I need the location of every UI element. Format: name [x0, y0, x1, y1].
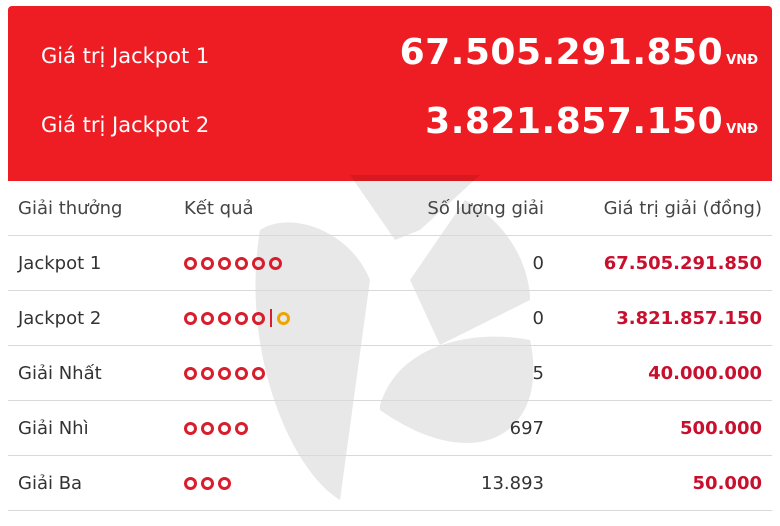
table-row: Giải Nhì 697 500.000 — [8, 400, 772, 456]
header-prize: Giải thưởng — [8, 181, 184, 236]
jackpot-2-value: 3.821.857.150 VNĐ — [425, 101, 758, 142]
table-row: Giải Nhất 5 40.000.000 — [8, 345, 772, 401]
red-ball-icon — [252, 256, 265, 270]
jackpot-2-row: Giá trị Jackpot 2 3.821.857.150 VNĐ — [8, 93, 772, 153]
prize-name: Giải Nhì — [8, 400, 184, 456]
table-row: Jackpot 2 0 3.821.857.150 — [8, 290, 772, 346]
jackpot-2-label: Giá trị Jackpot 2 — [41, 113, 210, 137]
prize-name: Giải Nhất — [8, 345, 184, 401]
prize-name: Jackpot 1 — [8, 235, 184, 291]
prize-name: Giải Ba — [8, 455, 184, 511]
table-header-row: Giải thưởng Kết quả Số lượng giải Giá tr… — [8, 181, 772, 236]
prize-count: 697 — [379, 400, 544, 456]
prize-value: 67.505.291.850 — [544, 235, 772, 291]
red-ball-icon — [235, 256, 248, 270]
jackpot-1-unit: VNĐ — [726, 53, 758, 68]
header-result: Kết quả — [184, 181, 379, 236]
prize-value: 3.821.857.150 — [544, 290, 772, 346]
jackpot-1-amount: 67.505.291.850 — [399, 32, 724, 73]
red-ball-icon — [201, 256, 214, 270]
red-ball-icon — [184, 256, 197, 270]
red-ball-icon — [252, 311, 265, 325]
header-count: Số lượng giải — [379, 181, 544, 236]
red-ball-icon — [201, 421, 214, 435]
prize-count: 5 — [379, 345, 544, 401]
table-row: Jackpot 1 0 67.505.291.850 — [8, 235, 772, 291]
prize-value: 40.000.000 — [544, 345, 772, 401]
red-ball-icon — [218, 311, 231, 325]
gold-ball-icon — [277, 311, 290, 325]
red-ball-icon — [269, 256, 282, 270]
prize-count: 0 — [379, 290, 544, 346]
red-ball-icon — [235, 311, 248, 325]
red-ball-icon — [184, 311, 197, 325]
red-ball-icon — [184, 366, 197, 380]
result-balls — [184, 235, 379, 291]
prize-value: 50.000 — [544, 455, 772, 511]
result-balls — [184, 455, 379, 511]
prize-value: 500.000 — [544, 400, 772, 456]
jackpot-1-label: Giá trị Jackpot 1 — [41, 44, 210, 68]
red-ball-icon — [218, 421, 231, 435]
separator — [270, 309, 272, 327]
header-value: Giá trị giải (đồng) — [544, 181, 772, 236]
jackpot-1-value: 67.505.291.850 VNĐ — [400, 32, 758, 73]
prize-count: 13.893 — [379, 455, 544, 511]
red-ball-icon — [201, 476, 214, 490]
result-balls — [184, 345, 379, 401]
prize-count: 0 — [379, 235, 544, 291]
table-row: Giải Ba 13.893 50.000 — [8, 455, 772, 511]
red-ball-icon — [184, 476, 197, 490]
red-ball-icon — [252, 366, 265, 380]
jackpot-2-amount: 3.821.857.150 — [425, 101, 724, 142]
red-ball-icon — [235, 421, 248, 435]
red-ball-icon — [218, 256, 231, 270]
jackpot-1-row: Giá trị Jackpot 1 67.505.291.850 VNĐ — [8, 24, 772, 84]
red-ball-icon — [218, 476, 231, 490]
results-table: Giải thưởng Kết quả Số lượng giải Giá tr… — [8, 181, 772, 511]
result-balls — [184, 400, 379, 456]
red-ball-icon — [184, 421, 197, 435]
red-ball-icon — [235, 366, 248, 380]
prize-name: Jackpot 2 — [8, 290, 184, 346]
jackpot-2-unit: VNĐ — [726, 122, 758, 137]
red-ball-icon — [201, 311, 214, 325]
result-balls — [184, 290, 379, 346]
jackpot-banner: Giá trị Jackpot 1 67.505.291.850 VNĐ Giá … — [8, 6, 772, 181]
red-ball-icon — [201, 366, 214, 380]
red-ball-icon — [218, 366, 231, 380]
